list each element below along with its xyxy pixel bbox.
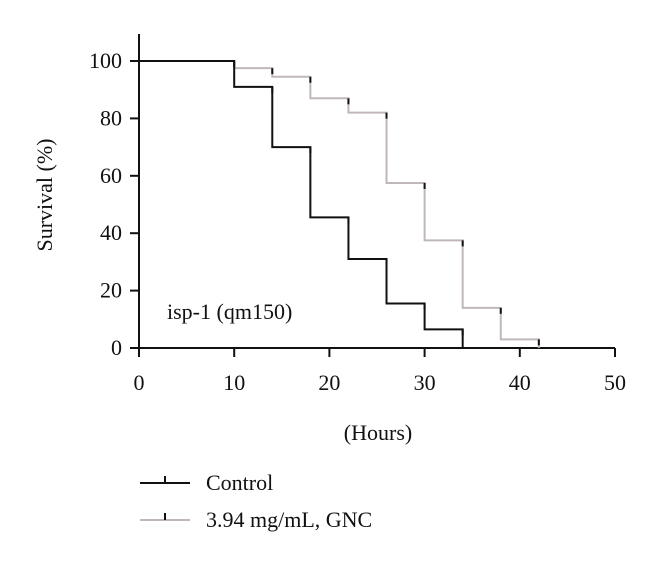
y-ticks: 0 20 40 60 80 100 bbox=[89, 48, 139, 360]
series-control bbox=[139, 60, 464, 348]
x-tick-label: 50 bbox=[604, 370, 626, 395]
x-tick-label: 10 bbox=[223, 370, 245, 395]
series-layer bbox=[139, 60, 540, 348]
y-tick-label: 40 bbox=[100, 220, 122, 245]
annotation-label: isp-1 (qm150) bbox=[167, 299, 292, 324]
y-axis-label: Survival (%) bbox=[32, 138, 57, 251]
legend-item-gnc: 3.94 mg/mL, GNC bbox=[140, 507, 372, 532]
x-tick-label: 30 bbox=[414, 370, 436, 395]
legend-label: 3.94 mg/mL, GNC bbox=[206, 507, 372, 532]
legend-item-control: Control bbox=[140, 470, 273, 495]
x-tick-label: 20 bbox=[318, 370, 340, 395]
legend-label: Control bbox=[206, 470, 273, 495]
y-tick-label: 20 bbox=[100, 278, 122, 303]
x-ticks: 0 10 20 30 40 50 bbox=[134, 348, 626, 395]
plot-area: 0 20 40 60 80 100 0 10 20 30 40 50 isp-1 (qm150) bbox=[89, 34, 626, 395]
series-gnc bbox=[139, 60, 540, 348]
y-tick-label: 60 bbox=[100, 163, 122, 188]
x-tick-label: 40 bbox=[509, 370, 531, 395]
x-tick-label: 0 bbox=[134, 370, 145, 395]
y-tick-label: 100 bbox=[89, 48, 122, 73]
x-axis-label: (Hours) bbox=[344, 420, 412, 445]
legend: Control 3.94 mg/mL, GNC bbox=[140, 470, 372, 532]
y-tick-label: 80 bbox=[100, 105, 122, 130]
y-tick-label: 0 bbox=[111, 335, 122, 360]
